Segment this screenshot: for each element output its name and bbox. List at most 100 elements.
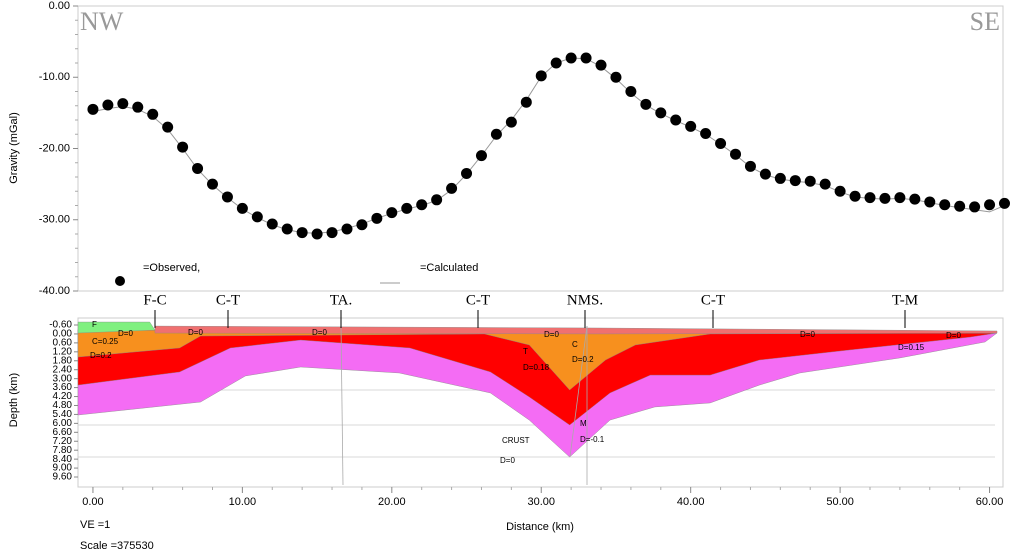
observed-point <box>386 207 398 219</box>
body-label: D=0 <box>500 456 515 465</box>
body <box>77 329 998 391</box>
observed-point <box>954 200 966 212</box>
observed-point <box>431 194 443 206</box>
observed-point <box>535 70 547 82</box>
y-tick-label: 0.60 <box>53 338 73 349</box>
observed-point <box>759 168 771 180</box>
observed-point <box>446 182 458 194</box>
x-tick-label: 20.00 <box>378 496 406 508</box>
observed-point <box>819 178 831 190</box>
y-tick-label: 5.40 <box>53 409 73 420</box>
body-label: D=0 <box>544 330 559 339</box>
observed-point <box>296 227 308 239</box>
observed-point <box>416 199 428 211</box>
y-tick-label: 0.00 <box>49 0 70 12</box>
x-tick-label: 0.00 <box>82 496 103 508</box>
x-axis-label: Distance (km) <box>506 521 574 533</box>
y-tick-label: 7.80 <box>53 445 73 456</box>
y-tick-label: 0.00 <box>53 329 73 340</box>
note: Scale =375530 <box>80 540 154 552</box>
fault-label: C-T <box>216 292 240 308</box>
observed-point <box>401 202 413 214</box>
observed-point <box>909 193 921 205</box>
y-tick-label: 2.40 <box>53 364 73 375</box>
y-tick-label: 4.80 <box>53 400 73 411</box>
body-label: C <box>572 340 578 349</box>
observed-point <box>969 201 981 213</box>
x-tick-label: 50.00 <box>826 496 854 508</box>
body-label: T <box>523 347 528 356</box>
legend-swatch <box>115 276 125 286</box>
x-tick-label: 40.00 <box>677 496 705 508</box>
y-axis-label: Depth (km) <box>8 373 20 427</box>
observed-point <box>894 192 906 204</box>
body-label: D=0.2 <box>90 351 112 360</box>
observed-point <box>87 103 99 115</box>
observed-point <box>520 96 532 108</box>
observed-point <box>670 114 682 126</box>
x-tick-label: 10.00 <box>229 496 257 508</box>
observed-point <box>162 121 174 133</box>
y-tick-label: 1.80 <box>53 355 73 366</box>
note: VE =1 <box>80 519 110 531</box>
body-label: D=0 <box>188 328 203 337</box>
observed-point <box>117 98 129 110</box>
observed-point <box>939 199 951 211</box>
body-label: D=0.18 <box>523 363 550 372</box>
observed-point <box>281 223 293 235</box>
observed-point <box>206 178 218 190</box>
observed-point <box>580 52 592 64</box>
y-tick-label: 3.60 <box>53 382 73 393</box>
observed-point <box>804 175 816 187</box>
observed-point <box>730 148 742 160</box>
y-tick-label: -20.00 <box>39 142 70 154</box>
fault-label: NMS. <box>567 292 603 308</box>
y-tick-label: 4.20 <box>53 391 73 402</box>
observed-point <box>236 202 248 214</box>
observed-point <box>147 108 159 120</box>
body-label: D=0 <box>312 328 327 337</box>
y-axis-label: Gravity (mGal) <box>8 112 20 184</box>
observed-point <box>715 138 727 150</box>
legend-label: =Observed, <box>143 262 200 274</box>
body <box>154 325 998 335</box>
body-label: C=0.25 <box>92 337 119 346</box>
corner-label: NW <box>80 7 124 36</box>
y-tick-label: 6.00 <box>53 418 73 429</box>
body-label: D=-0.1 <box>580 435 605 444</box>
observed-point <box>550 57 562 69</box>
observed-point <box>984 199 996 211</box>
observed-point <box>251 211 263 223</box>
observed-point <box>266 218 278 230</box>
body-label: M <box>580 419 587 428</box>
observed-point <box>625 86 637 97</box>
boundary-line <box>340 325 344 486</box>
observed-point <box>849 190 861 202</box>
observed-point <box>655 107 667 119</box>
y-tick-label: 8.40 <box>53 454 73 465</box>
body-label: D=0 <box>800 330 815 339</box>
observed-point <box>132 101 144 113</box>
observed-point <box>864 192 876 204</box>
observed-point <box>700 128 712 140</box>
body-label: D=0.15 <box>898 343 925 352</box>
fault-label: T-M <box>892 292 918 308</box>
observed-point <box>192 162 204 174</box>
y-tick-label: -30.00 <box>39 214 70 226</box>
y-tick-label: 9.00 <box>53 463 73 474</box>
boundary-line <box>569 325 588 458</box>
observed-point <box>924 196 936 208</box>
observed-point <box>311 228 323 240</box>
observed-point <box>102 99 114 111</box>
y-tick-label: -40.00 <box>39 285 70 297</box>
observed-point <box>998 197 1010 209</box>
observed-point <box>744 160 756 172</box>
observed-point <box>177 141 189 153</box>
body-label: D=0 <box>946 331 961 340</box>
y-tick-label: -10.00 <box>39 71 70 83</box>
y-tick-label: 6.60 <box>53 427 73 438</box>
observed-point <box>565 52 577 64</box>
observed-point <box>879 192 891 204</box>
observed-point <box>461 167 473 179</box>
